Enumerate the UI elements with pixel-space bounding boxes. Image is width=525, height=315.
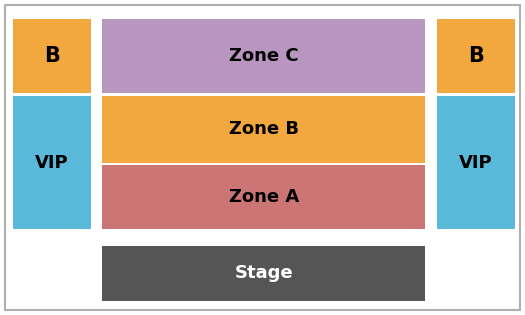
Bar xyxy=(102,96,425,163)
Bar xyxy=(13,19,91,93)
Text: Zone A: Zone A xyxy=(229,188,299,206)
Bar xyxy=(102,246,425,301)
Text: VIP: VIP xyxy=(459,153,492,172)
Bar xyxy=(437,19,514,93)
Text: VIP: VIP xyxy=(35,153,69,172)
Text: Stage: Stage xyxy=(235,264,293,283)
Bar xyxy=(437,96,514,229)
Text: B: B xyxy=(44,46,60,66)
Text: Zone C: Zone C xyxy=(229,47,299,65)
Bar xyxy=(102,19,425,93)
Bar xyxy=(13,96,91,229)
Bar xyxy=(102,165,425,229)
Text: Zone B: Zone B xyxy=(229,120,299,138)
Text: B: B xyxy=(468,46,484,66)
